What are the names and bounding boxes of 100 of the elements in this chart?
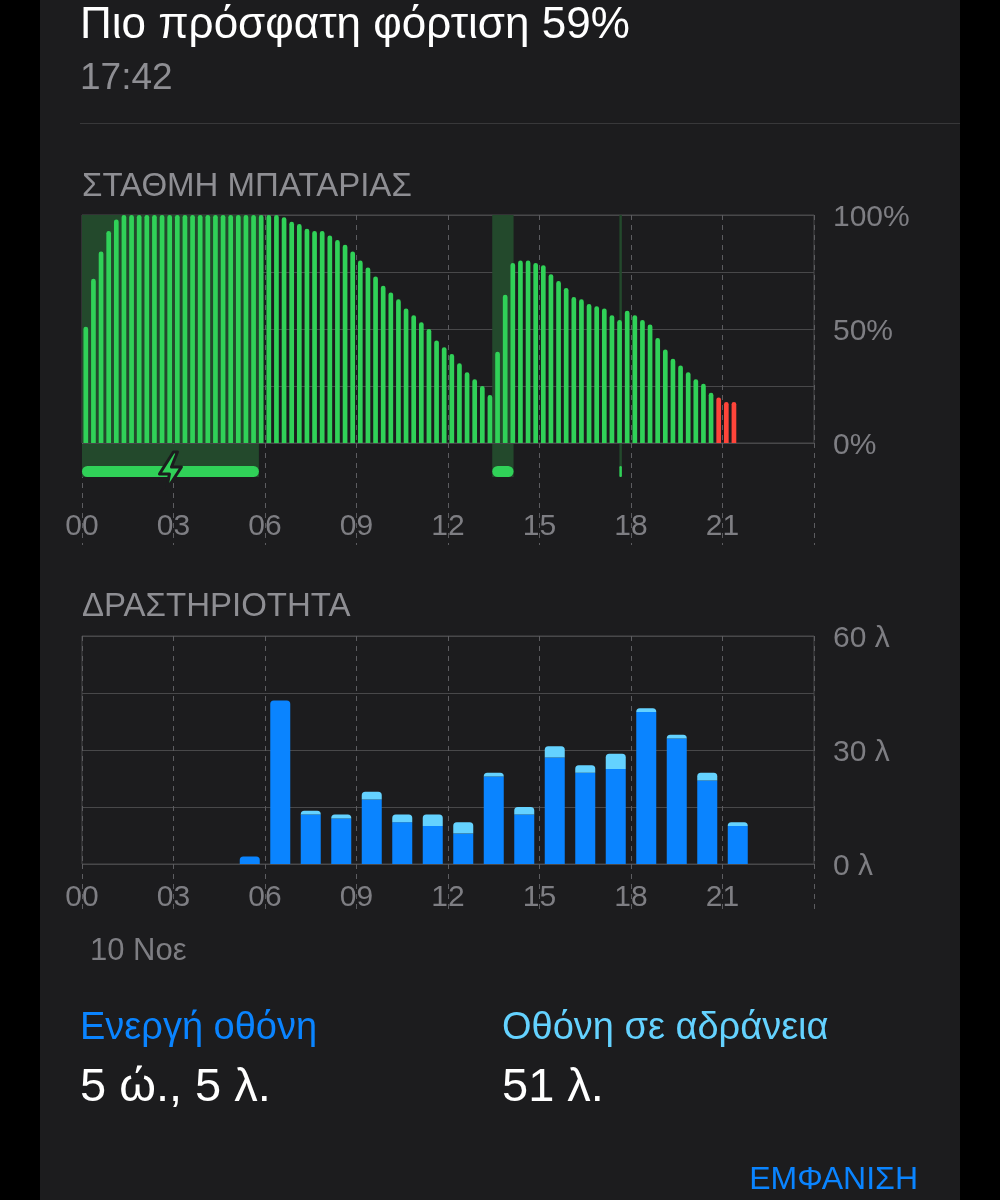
bar bbox=[453, 822, 474, 834]
bar bbox=[270, 700, 291, 864]
bar bbox=[449, 354, 455, 443]
y-tick-label: 50% bbox=[833, 312, 894, 346]
bar bbox=[640, 319, 645, 443]
bar bbox=[205, 215, 211, 443]
bar bbox=[136, 215, 142, 443]
bar bbox=[540, 265, 546, 443]
bar bbox=[563, 287, 569, 443]
bar bbox=[197, 215, 203, 443]
bar bbox=[510, 262, 516, 443]
text: 51 λ. bbox=[502, 1058, 604, 1113]
bar bbox=[594, 306, 600, 443]
y-tick-label: 0% bbox=[833, 426, 877, 460]
bar bbox=[723, 401, 729, 443]
bar bbox=[228, 215, 234, 443]
bar bbox=[411, 315, 417, 443]
bar bbox=[495, 351, 500, 443]
bar bbox=[575, 765, 596, 773]
x-tick-label: 09 bbox=[339, 878, 374, 912]
bar bbox=[632, 315, 638, 443]
bar bbox=[106, 230, 112, 443]
bar bbox=[685, 372, 691, 443]
y-tick-label: 60 λ bbox=[833, 619, 890, 653]
bar bbox=[434, 340, 439, 443]
bar bbox=[235, 215, 241, 443]
bar bbox=[274, 215, 279, 443]
y-tick-label: 0 λ bbox=[833, 847, 874, 881]
x-tick-label: 03 bbox=[156, 507, 191, 541]
bar bbox=[392, 814, 413, 823]
y-tick-label: 30 λ bbox=[833, 733, 890, 767]
bar bbox=[472, 379, 478, 443]
x-tick-label: 18 bbox=[614, 878, 648, 912]
x-tick-label: 09 bbox=[339, 507, 374, 541]
bar bbox=[716, 397, 722, 443]
text: 5 ώ., 5 λ. bbox=[80, 1058, 271, 1113]
bar bbox=[392, 822, 413, 864]
bar bbox=[571, 297, 577, 443]
x-tick-label: 00 bbox=[65, 507, 99, 541]
bar bbox=[579, 299, 584, 443]
x-tick-label: 12 bbox=[431, 507, 465, 541]
x-tick-label: 21 bbox=[705, 507, 740, 541]
bar bbox=[388, 292, 394, 443]
bar bbox=[697, 772, 718, 781]
bar bbox=[357, 260, 363, 443]
bar bbox=[483, 776, 504, 864]
bar bbox=[544, 757, 565, 864]
bar bbox=[479, 386, 485, 443]
text: Πιο πρόσφατη φόρτιση 59% bbox=[80, 0, 630, 49]
bar bbox=[113, 219, 119, 443]
bar bbox=[335, 240, 340, 443]
bar bbox=[167, 215, 173, 443]
x-tick-label: 18 bbox=[614, 507, 648, 541]
bar bbox=[422, 814, 443, 826]
bar bbox=[213, 215, 218, 443]
bar bbox=[693, 379, 699, 443]
x-tick-label: 06 bbox=[248, 507, 282, 541]
bar bbox=[174, 215, 180, 443]
x-tick-label: 21 bbox=[705, 878, 740, 912]
bar bbox=[361, 791, 382, 800]
x-tick-label: 06 bbox=[248, 878, 282, 912]
bar bbox=[152, 215, 157, 443]
x-tick-label: 00 bbox=[65, 878, 99, 912]
bar bbox=[361, 799, 382, 864]
bar bbox=[727, 826, 748, 864]
bar bbox=[453, 833, 474, 864]
bar bbox=[91, 278, 96, 443]
x-axis-title: 10 Νοε bbox=[90, 932, 187, 968]
x-tick-label: 03 bbox=[156, 878, 191, 912]
bar bbox=[701, 383, 706, 443]
bar bbox=[678, 365, 683, 443]
bar bbox=[624, 310, 630, 443]
x-tick-label: 12 bbox=[431, 878, 465, 912]
bar bbox=[666, 738, 687, 864]
bar bbox=[575, 772, 596, 864]
bar bbox=[514, 807, 535, 815]
bar bbox=[312, 230, 317, 443]
x-tick-label: 15 bbox=[522, 507, 557, 541]
bar bbox=[518, 260, 523, 443]
bar bbox=[251, 215, 256, 443]
bar bbox=[662, 349, 668, 443]
bar bbox=[350, 251, 356, 443]
text: Οθόνη σε αδράνεια bbox=[502, 1005, 829, 1049]
bar bbox=[457, 363, 462, 443]
bar bbox=[190, 215, 195, 443]
y-tick-label: 100% bbox=[833, 198, 910, 232]
bar bbox=[380, 285, 386, 443]
bar bbox=[239, 856, 260, 864]
bar bbox=[601, 308, 607, 443]
bar bbox=[533, 262, 539, 443]
bar bbox=[144, 215, 150, 443]
bar bbox=[422, 826, 443, 864]
bar bbox=[331, 818, 352, 864]
bar bbox=[605, 769, 626, 864]
chart-title: ΣΤΑΘΜΗ ΜΠΑΤΑΡΙΑΣ bbox=[82, 166, 412, 204]
text: Ενεργή οθόνη bbox=[80, 1005, 318, 1049]
bar bbox=[636, 712, 657, 864]
bar bbox=[514, 814, 535, 864]
bar bbox=[418, 322, 424, 443]
bar bbox=[697, 780, 718, 864]
